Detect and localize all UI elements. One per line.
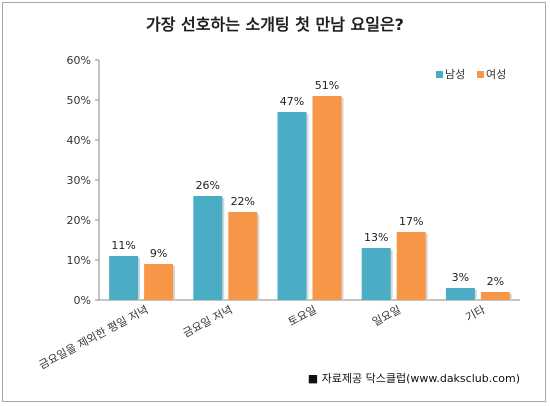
bar-female-4 — [480, 292, 510, 300]
source-note: ■ 자료제공 닥스클럽(www.daksclub.com) — [308, 371, 520, 385]
y-tick-label: 0% — [74, 294, 91, 307]
legend-swatch-male — [436, 71, 443, 78]
x-axis-labels: 금요일을 제외한 평일 저녁 금요일 저녁 토요일 일요일 기타 — [36, 302, 487, 372]
data-label-male-4: 3% — [452, 271, 469, 284]
bar-male-1 — [193, 196, 223, 300]
data-label-female-4: 2% — [487, 275, 504, 288]
bar-female-1 — [228, 212, 258, 300]
data-label-female-2: 51% — [315, 79, 339, 92]
legend: 남성 여성 — [436, 68, 506, 81]
y-tick-label: 10% — [67, 254, 91, 267]
data-label-female-0: 9% — [150, 247, 167, 260]
bar-male-3 — [361, 248, 391, 300]
y-tick-label: 40% — [67, 134, 91, 147]
bar-male-2 — [277, 112, 307, 300]
x-category-label-0: 금요일을 제외한 평일 저녁 — [36, 302, 150, 372]
chart-title: 가장 선호하는 소개팅 첫 만남 요일은? — [146, 15, 404, 34]
bar-female-0 — [144, 264, 174, 300]
legend-label-male: 남성 — [445, 68, 465, 81]
chart-frame — [2, 2, 546, 402]
bars-group — [109, 96, 512, 300]
data-label-male-2: 47% — [280, 95, 304, 108]
data-label-female-1: 22% — [231, 195, 255, 208]
bar-female-3 — [396, 232, 426, 300]
data-label-male-0: 11% — [111, 239, 135, 252]
legend-swatch-female — [477, 71, 484, 78]
data-labels-group: 11% 9% 26% 22% 47% 51% 13% 17% 3% 2% — [111, 79, 504, 288]
bar-male-4 — [445, 288, 475, 300]
y-tick-label: 20% — [67, 214, 91, 227]
y-tick-label: 60% — [67, 54, 91, 67]
y-axis-ticks: 0% 10% 20% 30% 40% 50% 60% — [67, 54, 99, 307]
x-category-label-1: 금요일 저녁 — [180, 302, 234, 340]
x-category-label-2: 토요일 — [286, 302, 319, 329]
data-label-female-3: 17% — [399, 215, 423, 228]
data-label-male-3: 13% — [364, 231, 388, 244]
y-tick-label: 30% — [67, 174, 91, 187]
bar-male-0 — [109, 256, 139, 300]
data-label-male-1: 26% — [196, 179, 220, 192]
x-category-label-3: 일요일 — [370, 302, 403, 329]
y-tick-label: 50% — [67, 94, 91, 107]
bar-female-2 — [312, 96, 342, 300]
x-category-label-4: 기타 — [463, 303, 487, 324]
legend-label-female: 여성 — [486, 68, 506, 81]
